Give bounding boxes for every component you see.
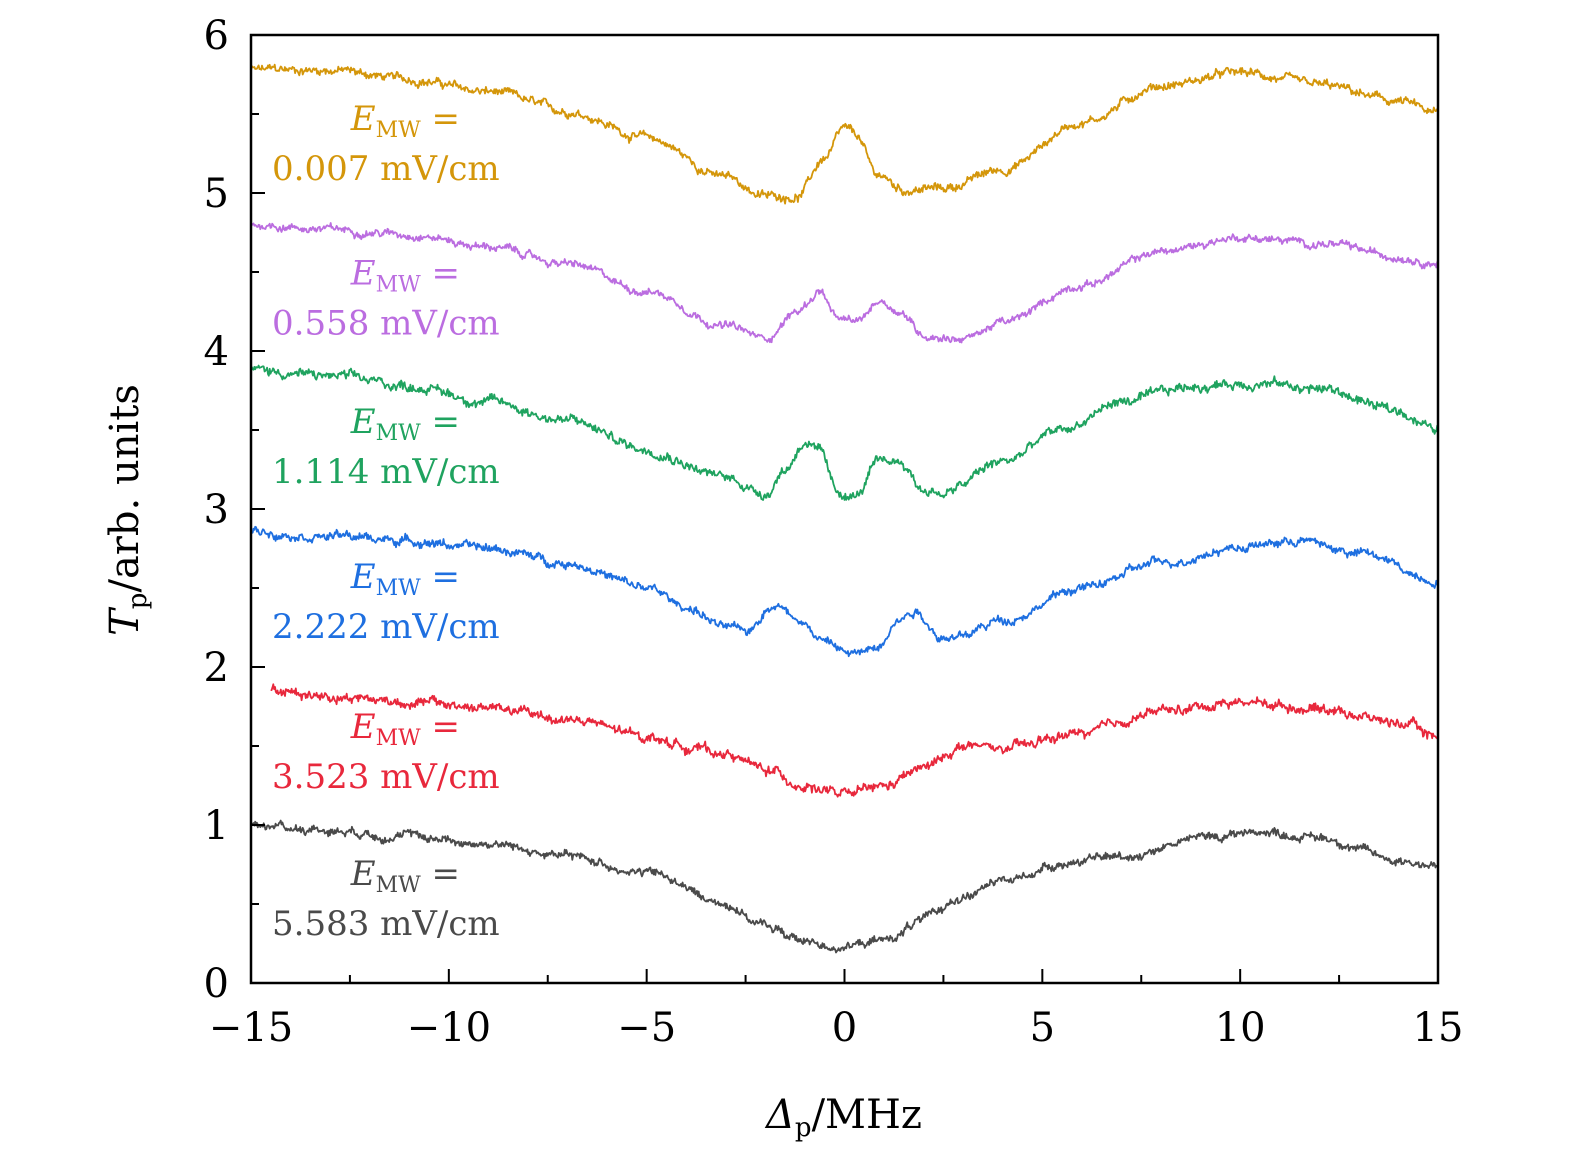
series-label-value-4: 2.222 mV/cm	[272, 607, 500, 647]
series-label-symbol: E	[350, 99, 376, 139]
series-label-value-2: 0.558 mV/cm	[272, 304, 500, 344]
x-axis-title: Δp/MHz	[764, 1092, 922, 1143]
series-label-equals: =	[421, 254, 460, 294]
series-line-1	[250, 63, 1439, 205]
series-label-eq-1: EMW =	[350, 99, 460, 143]
x-axis-title-symbol: Δ	[764, 1092, 795, 1138]
y-axis-title-sub: p	[123, 593, 153, 610]
series-label-eq-2: EMW =	[350, 254, 460, 298]
series-label-equals: =	[421, 557, 460, 597]
x-tick-label: 10	[1215, 1005, 1266, 1051]
series-label-sub: MW	[376, 726, 422, 751]
series-label-value-1: 0.007 mV/cm	[272, 149, 500, 189]
y-tick-label: 0	[204, 961, 229, 1007]
series-label-sub: MW	[376, 421, 422, 446]
series-label-eq-3: EMW =	[350, 402, 460, 446]
series-label-symbol: E	[350, 707, 376, 747]
x-tick-label: −15	[209, 1005, 293, 1051]
y-axis-title-unit: /arb. units	[102, 384, 148, 592]
y-axis-title-symbol: T	[102, 606, 148, 636]
series-label-equals: =	[421, 707, 460, 747]
y-tick-label: 4	[204, 329, 229, 375]
series-label-value-5: 3.523 mV/cm	[272, 757, 500, 797]
x-axis-title-unit: /MHz	[812, 1092, 922, 1138]
series-label-equals: =	[421, 99, 460, 139]
series-line-5	[270, 683, 1439, 798]
axes-layer: −15 −10 −5 0 5 10 15 0 1 2 3 4 5 6	[204, 13, 1464, 1051]
series-label-sub: MW	[376, 873, 422, 898]
series-line-6	[250, 819, 1439, 954]
y-axis-title: Tp/arb. units	[102, 384, 153, 636]
y-tick-label: 6	[204, 13, 229, 59]
series-line-4	[250, 525, 1439, 658]
y-tick-label: 2	[204, 645, 229, 691]
series-label-value-3: 1.114 mV/cm	[272, 452, 500, 492]
series-label-symbol: E	[350, 854, 376, 894]
x-tick-label: 15	[1413, 1005, 1464, 1051]
series-label-sub: MW	[376, 118, 422, 143]
series-label-eq-4: EMW =	[350, 557, 460, 601]
series-label-equals: =	[421, 854, 460, 894]
series-label-eq-5: EMW =	[350, 707, 460, 751]
y-tick-label: 1	[204, 803, 229, 849]
y-tick-label: 5	[204, 171, 229, 217]
series-label-symbol: E	[350, 557, 376, 597]
x-tick-label: −5	[617, 1005, 676, 1051]
series-label-symbol: E	[350, 402, 376, 442]
x-axis-title-sub: p	[795, 1113, 812, 1143]
x-tick-label: −10	[407, 1005, 491, 1051]
series-line-3	[250, 364, 1439, 501]
series-layer	[250, 63, 1439, 954]
series-line-2	[250, 222, 1439, 344]
series-label-symbol: E	[350, 254, 376, 294]
series-label-sub: MW	[376, 273, 422, 298]
x-tick-label: 5	[1030, 1005, 1055, 1051]
series-label-value-6: 5.583 mV/cm	[272, 904, 500, 944]
series-label-sub: MW	[376, 576, 422, 601]
y-tick-label: 3	[204, 487, 229, 533]
x-tick-label: 0	[832, 1005, 857, 1051]
series-label-equals: =	[421, 402, 460, 442]
series-label-eq-6: EMW =	[350, 854, 460, 898]
